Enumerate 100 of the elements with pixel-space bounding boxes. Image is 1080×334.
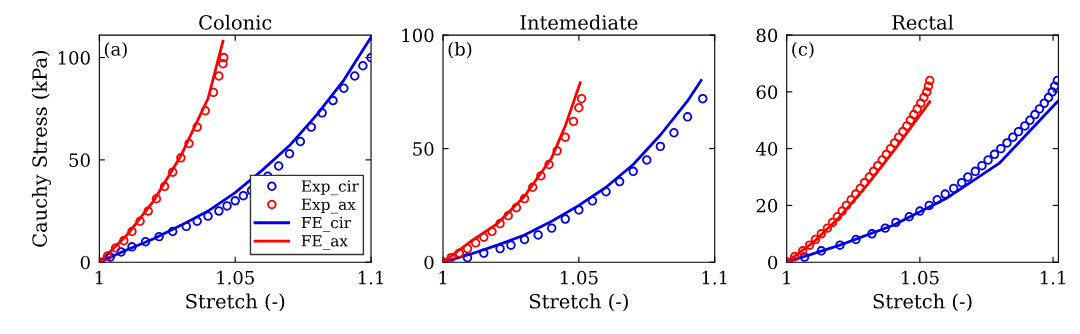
- y-axis-title: Cauchy Stress (kPa): [31, 50, 52, 247]
- point: [544, 159, 554, 170]
- point: [922, 87, 932, 97]
- point: [669, 128, 679, 138]
- point: [214, 71, 224, 81]
- point: [1030, 109, 1040, 120]
- point: [462, 243, 473, 254]
- point: [230, 196, 240, 206]
- point: [989, 149, 1000, 160]
- point: [1002, 138, 1012, 148]
- point: [804, 240, 815, 250]
- point: [885, 143, 896, 154]
- legend-label: Exp_ax: [301, 198, 356, 214]
- point: [527, 182, 538, 192]
- point: [832, 212, 843, 222]
- annotation: (c): [792, 41, 814, 59]
- y-tick-label: 40: [755, 142, 778, 156]
- point: [479, 232, 489, 242]
- point: [176, 153, 186, 163]
- point: [996, 143, 1006, 154]
- point: [904, 212, 914, 222]
- chart-title: Rectal: [892, 14, 954, 30]
- point: [932, 195, 942, 205]
- point: [560, 214, 571, 224]
- point: [479, 248, 489, 258]
- point: [218, 58, 228, 69]
- point: [462, 252, 473, 263]
- x-tick-label: 1: [95, 270, 103, 285]
- point: [915, 206, 925, 216]
- point: [552, 146, 562, 156]
- point: [816, 229, 827, 239]
- point: [506, 240, 516, 250]
- point: [222, 201, 232, 211]
- point: [948, 183, 959, 194]
- point: [140, 237, 151, 247]
- point: [533, 230, 543, 240]
- annotation: (b): [448, 41, 472, 59]
- x-tick-label: 1.1: [358, 270, 383, 285]
- point: [454, 248, 465, 258]
- x-axis-title: Stretch (-): [529, 293, 628, 312]
- y-tick-label: 80: [756, 28, 778, 43]
- point: [905, 115, 916, 125]
- point: [859, 177, 870, 188]
- y-tick-label: 50: [413, 142, 434, 156]
- point: [902, 121, 912, 131]
- point: [601, 187, 611, 197]
- point: [587, 196, 598, 206]
- point: [295, 136, 306, 147]
- point: [855, 183, 865, 194]
- point: [574, 205, 584, 215]
- x-tick-label: 1.05: [560, 270, 598, 285]
- point: [519, 234, 530, 245]
- x-axis-title: Stretch (-): [873, 293, 972, 312]
- point: [495, 243, 505, 254]
- point: [1008, 132, 1018, 142]
- point: [893, 132, 904, 142]
- x-tick-label: 1: [783, 270, 790, 285]
- point: [119, 235, 129, 246]
- y-tick-label: 100: [402, 28, 434, 43]
- point: [956, 177, 967, 188]
- x-tick-label: 1: [439, 270, 447, 285]
- point: [487, 226, 497, 237]
- chart-title: Colonic: [199, 14, 272, 30]
- line-series: [443, 81, 582, 263]
- point: [1034, 104, 1045, 114]
- point: [127, 242, 137, 252]
- x-tick-label: 1.05: [902, 270, 939, 285]
- x-tick-label: 1.1: [1040, 270, 1065, 285]
- point: [317, 108, 327, 118]
- point: [797, 246, 808, 256]
- point: [192, 122, 202, 132]
- legend-label: FE_ax: [301, 235, 348, 250]
- point: [915, 98, 926, 108]
- point: [358, 61, 368, 71]
- point: [1047, 87, 1057, 97]
- point: [909, 109, 919, 120]
- point: [560, 132, 571, 142]
- y-tick-label: 0: [768, 255, 778, 270]
- point: [110, 243, 121, 253]
- point: [925, 75, 935, 86]
- point: [873, 160, 883, 171]
- point: [1020, 121, 1030, 131]
- x-tick-label: 1.05: [217, 270, 254, 285]
- y-tick-label: 20: [756, 198, 778, 213]
- point: [116, 247, 126, 257]
- point: [923, 81, 934, 91]
- point: [889, 138, 900, 148]
- point: [628, 166, 638, 177]
- point: [1039, 98, 1050, 108]
- point: [877, 155, 887, 165]
- point: [827, 217, 838, 228]
- point: [576, 93, 587, 104]
- point: [963, 172, 973, 182]
- point: [919, 92, 929, 103]
- point: [184, 138, 194, 149]
- point: [850, 189, 861, 199]
- point: [977, 160, 987, 171]
- point: [519, 193, 530, 204]
- legend-label: FE_cir: [301, 216, 352, 232]
- point: [200, 106, 211, 116]
